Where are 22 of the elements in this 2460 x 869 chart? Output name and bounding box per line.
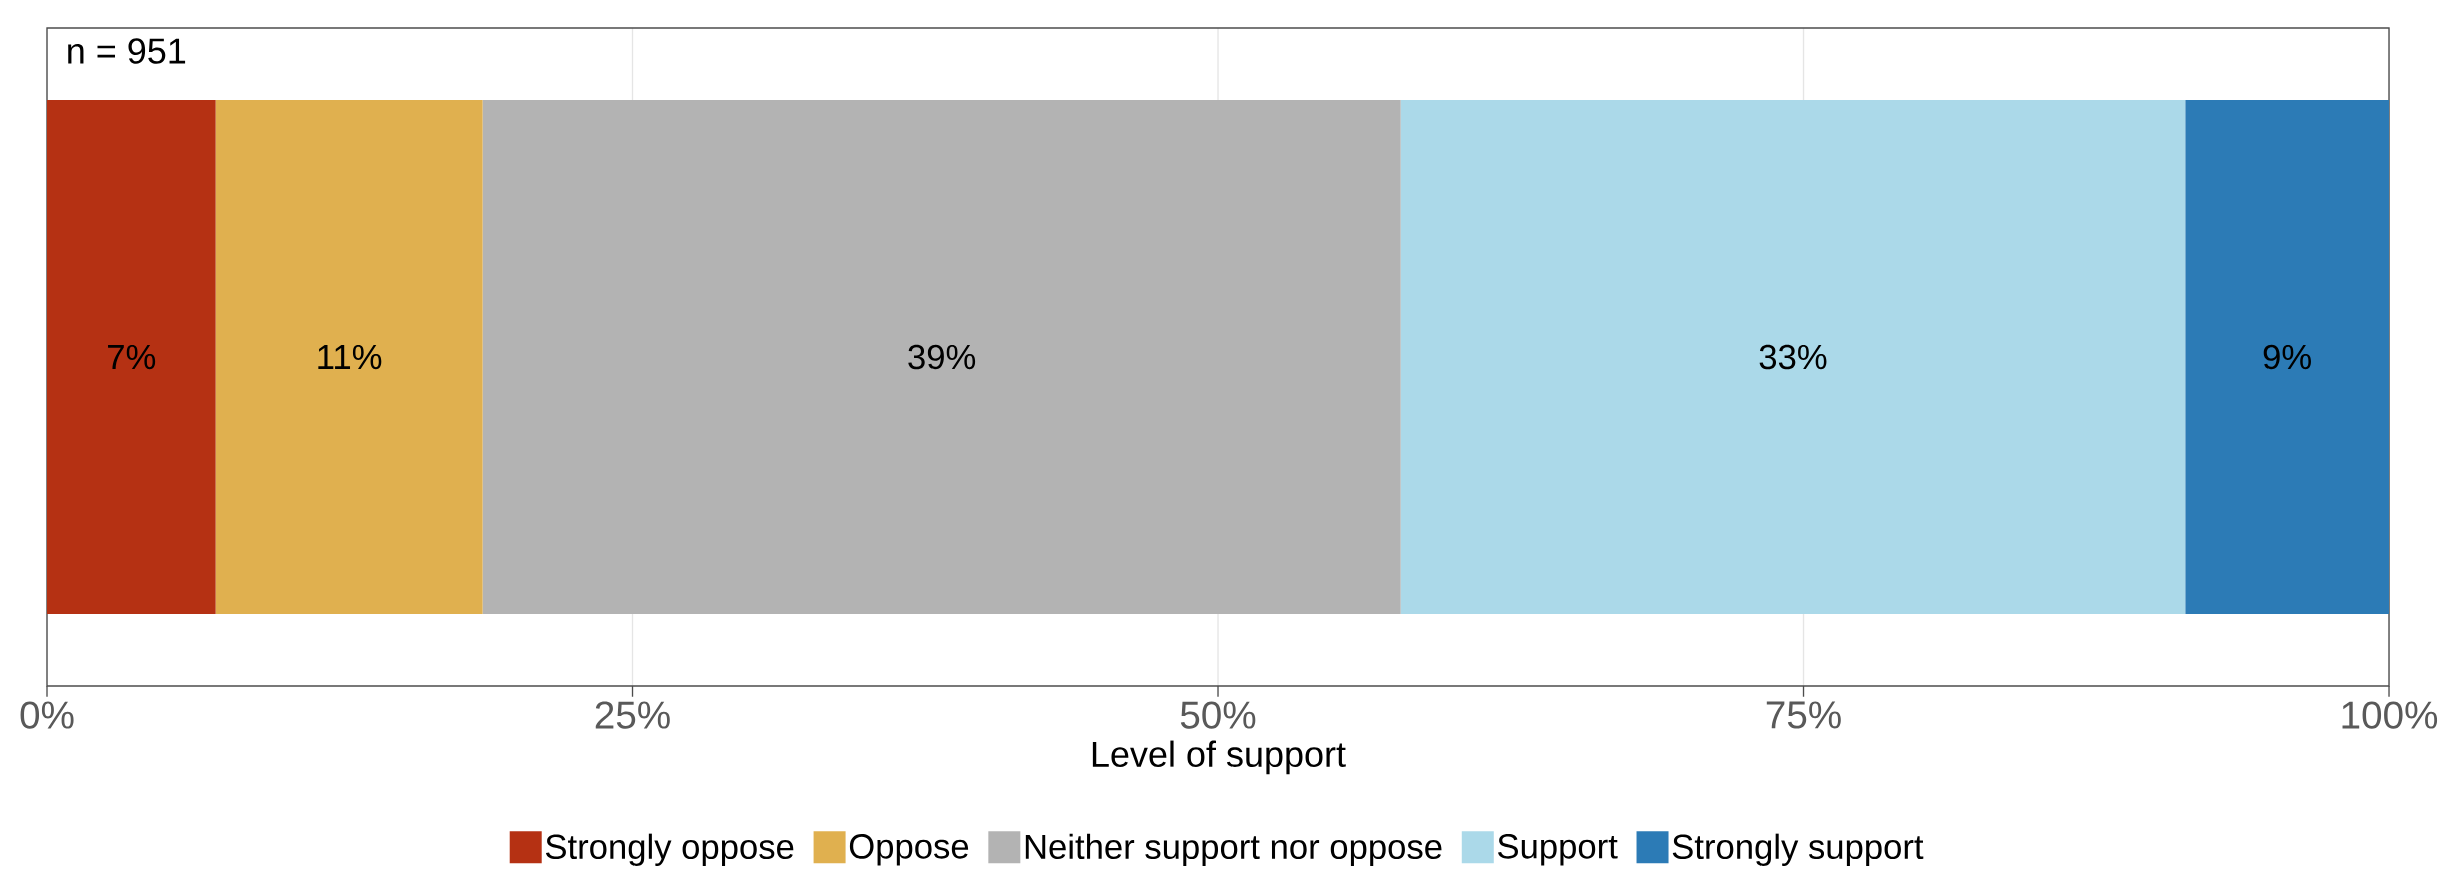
data-label: 39% (908, 344, 976, 370)
legend-label: Strongly oppose (545, 833, 794, 866)
data-label: 9% (2263, 344, 2311, 370)
legend-label: Strongly support (1672, 833, 1924, 866)
x-tick-label: 50% (1180, 701, 1256, 729)
x-tick-label: 75% (1766, 701, 1841, 729)
bar (47, 99, 216, 615)
text: n = 951 (68, 38, 186, 64)
x-axis-title: Level of support (1092, 740, 1346, 775)
x-tick-label: 25% (595, 701, 670, 729)
data-label: 33% (1759, 344, 1827, 370)
data-label: 7% (108, 344, 156, 370)
bar (2185, 99, 2390, 615)
data-label: 11% (318, 344, 382, 370)
legend-label: Neither support nor oppose (1025, 833, 1442, 866)
bar (482, 99, 1401, 615)
legend-label: Support (1498, 834, 1618, 866)
x-tick-label: 100% (2342, 701, 2438, 729)
bar (215, 99, 483, 615)
bar (1400, 99, 2186, 615)
legend-label: Oppose (849, 834, 969, 866)
x-tick-label: 0% (20, 701, 74, 729)
